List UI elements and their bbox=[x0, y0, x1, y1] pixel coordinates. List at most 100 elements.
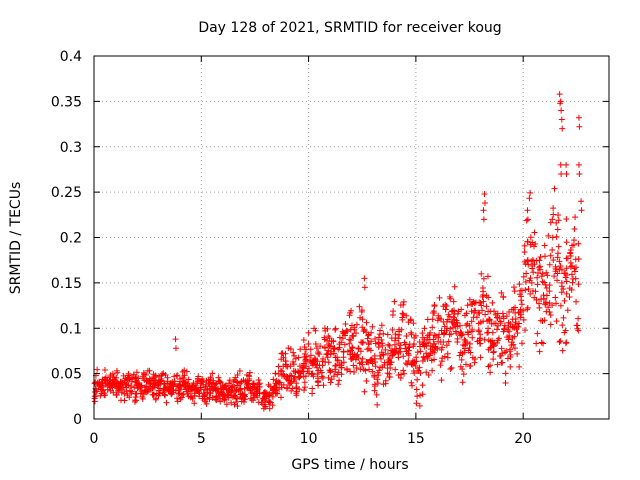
data-point bbox=[554, 270, 561, 277]
data-point bbox=[429, 344, 436, 351]
data-point bbox=[524, 306, 531, 313]
data-point bbox=[417, 369, 424, 376]
data-point bbox=[374, 401, 381, 408]
data-point bbox=[181, 379, 188, 386]
data-point bbox=[181, 372, 188, 379]
data-point bbox=[384, 359, 391, 366]
data-point bbox=[241, 385, 248, 392]
data-point bbox=[558, 283, 565, 290]
data-point bbox=[430, 336, 437, 343]
data-point bbox=[445, 338, 452, 345]
data-point bbox=[261, 401, 268, 408]
data-point bbox=[269, 402, 276, 409]
data-point bbox=[128, 390, 135, 397]
data-point bbox=[310, 373, 317, 380]
data-point bbox=[575, 240, 582, 247]
data-point bbox=[567, 253, 574, 260]
data-point bbox=[393, 345, 400, 352]
data-point bbox=[531, 229, 538, 236]
data-point bbox=[321, 345, 328, 352]
data-point bbox=[463, 322, 470, 329]
data-point bbox=[126, 394, 133, 401]
data-point bbox=[349, 332, 356, 339]
chart-title: Day 128 of 2021, SRMTID for receiver kou… bbox=[198, 20, 501, 36]
data-point bbox=[444, 350, 451, 357]
data-point bbox=[194, 386, 201, 393]
data-point bbox=[396, 326, 403, 333]
data-point bbox=[365, 332, 372, 339]
data-point bbox=[305, 341, 312, 348]
data-point bbox=[490, 349, 497, 356]
data-point bbox=[538, 296, 544, 303]
data-point bbox=[508, 306, 515, 313]
data-point bbox=[382, 346, 389, 353]
data-point bbox=[481, 190, 488, 197]
data-point bbox=[550, 257, 557, 264]
data-point bbox=[469, 300, 476, 307]
data-point bbox=[384, 350, 391, 357]
data-point bbox=[466, 363, 473, 370]
data-point bbox=[351, 369, 358, 376]
data-point bbox=[518, 301, 525, 308]
x-axis-label: GPS time / hours bbox=[291, 457, 408, 473]
data-point bbox=[556, 91, 563, 98]
data-point bbox=[575, 281, 582, 288]
data-point bbox=[563, 170, 570, 177]
data-point bbox=[280, 381, 287, 388]
data-point bbox=[388, 359, 395, 366]
data-point bbox=[168, 391, 175, 398]
data-point bbox=[465, 347, 472, 354]
data-point bbox=[566, 293, 573, 300]
data-point bbox=[469, 326, 476, 333]
data-point bbox=[216, 378, 223, 385]
data-point bbox=[523, 217, 530, 224]
data-point bbox=[476, 310, 483, 317]
data-point bbox=[573, 298, 580, 305]
data-point bbox=[119, 386, 126, 393]
x-tick-label: 20 bbox=[514, 431, 532, 447]
data-point bbox=[558, 170, 565, 177]
data-point bbox=[521, 242, 528, 249]
data-point bbox=[487, 369, 494, 376]
data-point bbox=[541, 242, 548, 249]
data-point bbox=[567, 249, 574, 256]
data-point bbox=[447, 295, 454, 302]
data-point bbox=[505, 336, 512, 343]
data-point bbox=[326, 342, 333, 349]
data-point bbox=[438, 346, 445, 353]
data-point bbox=[340, 354, 347, 361]
data-point bbox=[280, 354, 287, 361]
y-tick-label: 0.3 bbox=[60, 140, 82, 156]
data-point bbox=[347, 337, 354, 344]
data-point bbox=[350, 362, 357, 369]
data-point bbox=[524, 207, 531, 214]
data-point bbox=[114, 369, 121, 376]
data-point bbox=[448, 364, 455, 371]
data-point bbox=[263, 395, 270, 402]
data-point bbox=[454, 339, 461, 346]
data-point bbox=[431, 356, 438, 363]
data-point bbox=[439, 344, 446, 351]
data-point bbox=[386, 373, 393, 380]
data-point bbox=[331, 346, 338, 353]
data-point bbox=[524, 257, 531, 264]
data-point bbox=[364, 358, 371, 365]
data-point bbox=[297, 370, 304, 377]
data-point bbox=[357, 348, 364, 355]
data-point bbox=[554, 277, 561, 284]
data-point bbox=[391, 348, 398, 355]
data-point bbox=[410, 359, 417, 366]
data-point bbox=[321, 334, 328, 341]
data-point bbox=[491, 308, 498, 315]
data-point bbox=[295, 354, 302, 361]
data-point bbox=[520, 316, 527, 323]
data-point bbox=[177, 386, 184, 393]
data-point bbox=[368, 338, 375, 345]
data-point bbox=[191, 400, 198, 407]
data-point bbox=[399, 316, 406, 323]
y-tick-label: 0 bbox=[73, 412, 82, 428]
data-point bbox=[265, 392, 272, 399]
data-point bbox=[554, 254, 561, 261]
data-point bbox=[546, 261, 553, 268]
data-point bbox=[414, 349, 421, 356]
